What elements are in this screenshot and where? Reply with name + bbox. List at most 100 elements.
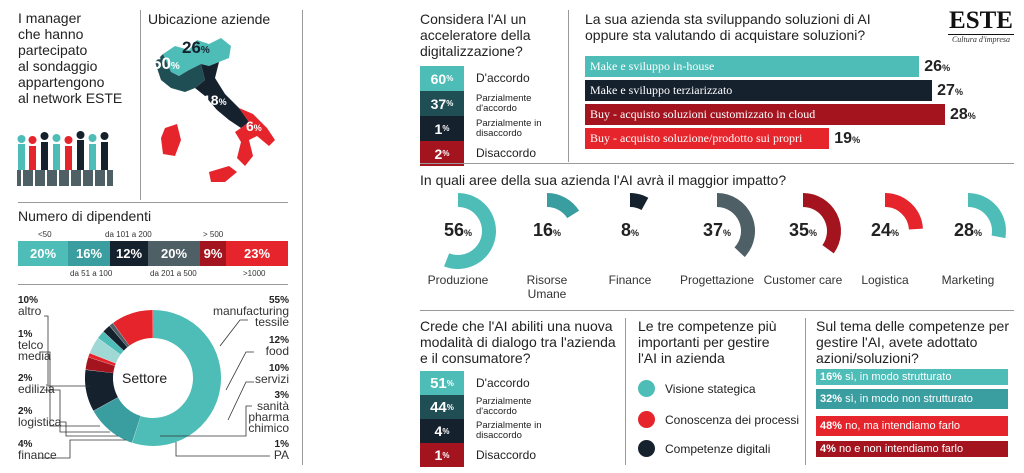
intro-line: che hanno: [18, 26, 84, 42]
map-value-north: 26%: [182, 38, 210, 58]
accelerator-list: 60% D'accordo 37% Parzialmente d'accordo 1…: [420, 66, 551, 166]
impact-ring-3: [716, 193, 755, 258]
sector-slice-9: [88, 353, 116, 366]
map-value: 26: [182, 38, 201, 57]
sector-label-altro: 10% altro: [18, 295, 42, 318]
employees-title: Numero di dipendenti: [18, 208, 152, 224]
solutions-bar-value: 28%: [950, 106, 976, 123]
employees-segment: 9%: [200, 241, 226, 266]
impact-value: 37%: [702, 220, 732, 240]
sector-center-label: Settore: [122, 370, 168, 386]
sector-slice-8: [85, 357, 115, 374]
impact-label: Risorse Umane: [526, 273, 568, 301]
adopted-bar: 16% sì, in modo strutturato: [816, 369, 1008, 385]
sector-slice-5: [132, 310, 221, 446]
sector-label-pa: 1% PA: [273, 439, 289, 462]
impact-value: 8%: [620, 220, 640, 240]
intro-line: I manager: [18, 10, 82, 26]
impact-value: 24%: [870, 220, 900, 240]
adopted-bar: 32% sì, in modo non strutturato: [816, 389, 1008, 409]
sector-slice-3: [97, 331, 124, 355]
dialog-list: 51% D'accordo 44% Parzialmente d'accordo 4…: [420, 371, 551, 467]
employees-label: <50: [38, 230, 52, 239]
sector-label-sanita: 3% sanità pharma chimico: [248, 390, 289, 435]
este-logo: ESTE Cultura d'impresa: [948, 7, 1014, 44]
employees-segment: 20%: [18, 241, 68, 266]
intro-line: al network ESTE: [18, 90, 123, 106]
accelerator-row: 1% Parzialmente in disaccordo: [420, 116, 551, 141]
sector-label-logistica: 2% logistica: [18, 406, 62, 429]
solutions-bar: Make e sviluppo in-house: [585, 56, 920, 77]
sector-connectors: [38, 315, 270, 459]
people-illustration: [17, 131, 113, 186]
intro-line: partecipato: [18, 42, 88, 58]
map-unit: %: [170, 61, 180, 72]
accelerator-row: 37% Parzialmente d'accordo: [420, 91, 551, 116]
impact-label: Progettazione: [679, 273, 755, 287]
solutions-bar: Buy - acquisto soluzione/prodotto sui pr…: [585, 128, 830, 166]
map-value: 50: [152, 54, 171, 73]
solutions-bar: Buy - acquisto soluzioni customizzato in…: [585, 104, 945, 125]
intro-line: appartengono: [18, 74, 105, 90]
map-value-center: 18%: [203, 92, 227, 108]
employees-segment: 20%: [148, 241, 200, 266]
impact-ring-1: [546, 193, 580, 219]
impact-ring-5: [884, 193, 923, 230]
impact-value: 28%: [953, 220, 983, 240]
impact-label: Marketing: [941, 273, 995, 287]
sector-label-edilizia: 2% edilizia: [18, 373, 55, 396]
sector-slice-7: [85, 369, 119, 411]
dark-dot-icon: [638, 440, 655, 457]
accelerator-title: Considera l'AI un acceleratore della dig…: [420, 11, 531, 59]
sector-slice-2: [103, 325, 128, 351]
impact-label: Logistica: [861, 273, 909, 287]
impact-label: Produzione: [427, 273, 489, 287]
impact-title: In quali aree della sua azienda l'AI avr…: [420, 172, 787, 188]
skill-item: Conoscenza dei processi: [638, 411, 799, 428]
dialog-row: 44% Parzialmente d'accordo: [420, 395, 551, 419]
employees-label: >1000: [243, 269, 266, 278]
sector-label-servizi: 10% servizi: [254, 363, 289, 386]
employees-segment: 23%: [226, 241, 288, 266]
map-value: 18: [203, 92, 219, 108]
sector-donut-chart: [85, 310, 221, 446]
map-unit: %: [200, 45, 210, 56]
dialog-row: 4% Parzialmente in disaccordo: [420, 419, 551, 443]
map-unit: %: [218, 97, 227, 107]
skill-item: Visione stategica: [638, 380, 756, 397]
map-value: 6: [246, 118, 254, 134]
adopted-bar: 4% no e non intendiamo farlo: [816, 441, 1008, 457]
map-unit: %: [253, 123, 262, 133]
skills-title: Le tre competenze più importanti per ges…: [638, 318, 777, 366]
solutions-bar-value: 26%: [924, 58, 951, 75]
impact-ring-6: [967, 193, 1006, 239]
solutions-title: La sua azienda sta sviluppando soluzioni…: [585, 11, 871, 43]
red-dot-icon: [638, 411, 655, 428]
employees-segment: 16%: [68, 241, 110, 266]
impact-label: Finance: [608, 273, 652, 287]
intro-text: I manager che hanno partecipato al sonda…: [18, 10, 138, 106]
impact-ring-0: [444, 193, 496, 269]
employees-segment: 12%: [110, 241, 148, 266]
impact-ring-4: [802, 193, 841, 254]
impact-rings: [444, 193, 1006, 269]
employees-label: > 500: [203, 230, 224, 239]
dialog-row: 51% D'accordo: [420, 371, 551, 395]
impact-ring-2: [629, 193, 649, 211]
sector-slice-6: [93, 396, 142, 443]
solutions-bar-value: 27%: [937, 82, 963, 99]
impact-label: Customer care: [763, 273, 843, 287]
map-value-northwest: 50%: [152, 54, 180, 74]
skill-item: Competenze digitali: [638, 440, 770, 457]
accelerator-row: 60% D'accordo: [420, 66, 551, 91]
adopted-bar: 48% no, ma intendiamo farlo: [816, 416, 1008, 436]
dialog-row: 1% Disaccordo: [420, 443, 551, 467]
sector-slice-0: [113, 310, 154, 347]
impact-value: 16%: [532, 220, 562, 240]
solutions-bar-value: 19%: [834, 130, 861, 147]
impact-value: 56%: [443, 220, 473, 240]
adopted-title: Sul tema delle competenze per gestire l'…: [816, 318, 1009, 366]
impact-value: 35%: [788, 220, 818, 240]
employees-label: da 101 a 200: [105, 230, 152, 239]
employees-label: da 201 a 500: [150, 269, 197, 278]
